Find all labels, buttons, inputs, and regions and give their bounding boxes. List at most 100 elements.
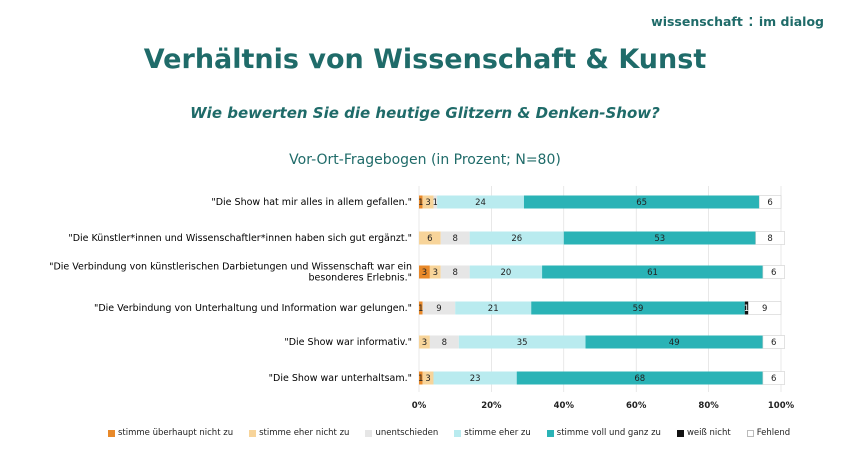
- bar-segment: [523, 195, 760, 209]
- bar-segment: [419, 335, 430, 349]
- data-label: 1: [418, 198, 423, 208]
- bar-segment: [755, 231, 785, 245]
- data-label: 49: [669, 338, 680, 348]
- data-label: 53: [654, 234, 665, 244]
- legend-swatch: [365, 429, 373, 437]
- data-label: 1: [418, 304, 423, 314]
- legend-item: unentschieden: [365, 428, 438, 438]
- x-tick-label: 80%: [698, 401, 719, 411]
- legend-item: stimme eher nicht zu: [249, 428, 349, 438]
- data-label: 1: [418, 374, 423, 384]
- bar-segment: [469, 231, 564, 245]
- legend-swatch: [676, 429, 684, 437]
- x-tick-label: 60%: [626, 401, 647, 411]
- data-label: 65: [636, 198, 647, 208]
- bar-segment: [563, 231, 756, 245]
- data-label: 23: [470, 374, 481, 384]
- data-label: 3: [425, 198, 430, 208]
- bar-segment: [429, 335, 459, 349]
- legend-swatch: [546, 429, 554, 437]
- brand-left: wissenschaft: [651, 14, 743, 29]
- bar-segment: [440, 265, 470, 279]
- legend-swatch: [454, 429, 462, 437]
- bar-segment: [758, 195, 782, 209]
- bar-segment: [440, 231, 470, 245]
- bar-segment: [744, 301, 749, 315]
- bar-segment: [762, 371, 785, 385]
- data-label: 8: [452, 268, 457, 278]
- data-label: 3: [433, 268, 438, 278]
- bar-segment: [542, 265, 763, 279]
- legend-item: stimme eher zu: [454, 428, 531, 438]
- legend-label: unentschieden: [375, 428, 439, 438]
- brand-right: im dialog: [758, 14, 824, 29]
- data-label: 61: [647, 268, 658, 278]
- bar-segment: [429, 265, 441, 279]
- bar-segment: [419, 371, 423, 385]
- chart-legend: stimme überhaupt nicht zu stimme eher nic…: [108, 428, 806, 438]
- x-tick-label: 100%: [768, 401, 795, 411]
- data-label: 8: [767, 234, 772, 244]
- data-label: 6: [767, 198, 772, 208]
- bar-segment: [419, 231, 441, 245]
- data-label: 68: [634, 374, 645, 384]
- bar-segment: [469, 265, 543, 279]
- legend-label: weiß nicht: [686, 428, 731, 438]
- legend-swatch: [746, 429, 754, 437]
- bar-segment: [585, 335, 763, 349]
- legend-item: stimme voll und ganz zu: [546, 428, 661, 438]
- bar-segment: [433, 371, 517, 385]
- data-label: 24: [475, 198, 486, 208]
- bar-segment: [762, 335, 785, 349]
- x-tick-label: 0%: [412, 401, 427, 411]
- data-label: 21: [488, 304, 499, 314]
- data-label: 6: [427, 234, 432, 244]
- legend-item: Fehlend: [746, 428, 791, 438]
- data-label: 3: [422, 338, 427, 348]
- legend-swatch: [108, 429, 115, 437]
- legend-swatch: [249, 429, 257, 437]
- legend-label: stimme voll und ganz zu: [556, 428, 661, 438]
- data-label: 1: [744, 304, 749, 314]
- bar-segment: [422, 195, 434, 209]
- data-label: 35: [517, 338, 528, 348]
- category-label: "Die Künstler*innen und Wissenschaftler*…: [68, 233, 412, 244]
- data-label: 8: [452, 234, 457, 244]
- data-label: 9: [436, 304, 441, 314]
- category-label: "Die Show hat mir alles in allem gefalle…: [211, 197, 412, 208]
- legend-label: stimme eher nicht zu: [259, 428, 350, 438]
- data-label: 9: [762, 304, 767, 314]
- data-label: 3: [422, 268, 427, 278]
- legend-item: stimme überhaupt nicht zu: [108, 428, 233, 438]
- category-label: "Die Show war unterhaltsam.": [269, 373, 412, 384]
- bar-segment: [437, 195, 524, 209]
- data-label: 20: [500, 268, 511, 278]
- page-subtitle: Wie bewerten Sie die heutige Glitzern & …: [190, 104, 660, 122]
- bar-segment: [422, 371, 434, 385]
- bar-segment: [531, 301, 745, 315]
- data-label: 59: [633, 304, 644, 314]
- data-label: 6: [771, 268, 776, 278]
- bar-segment: [419, 195, 423, 209]
- brand-dots-icon: ⁚: [748, 14, 754, 29]
- chart-title: Vor-Ort-Fragebogen (in Prozent; N=80): [289, 152, 561, 168]
- x-tick-label: 40%: [554, 401, 575, 411]
- category-label: "Die Verbindung von künstlerischen Darbi…: [49, 262, 412, 284]
- brand-logo: wissenschaft ⁚ im dialog: [651, 14, 824, 29]
- x-tick-label: 20%: [481, 401, 502, 411]
- bar-segment: [419, 265, 430, 279]
- legend-label: stimme überhaupt nicht zu: [118, 428, 234, 438]
- bar-segment: [455, 301, 532, 315]
- data-label: 8: [442, 338, 447, 348]
- category-label: "Die Show war informativ.": [284, 337, 412, 348]
- bar-segment: [419, 301, 423, 315]
- legend-label: Fehlend: [756, 428, 791, 438]
- bar-segment: [422, 301, 456, 315]
- legend-item: weiß nicht: [676, 428, 731, 438]
- bar-segment: [433, 195, 438, 209]
- data-label: 26: [511, 234, 522, 244]
- legend-label: stimme eher zu: [464, 428, 531, 438]
- stacked-bar-chart: 0% 20% 40% 60% 80% 100% "Die Show hat mir alle…: [49, 186, 795, 411]
- page-title: Verhältnis von Wissenschaft & Kunst: [143, 44, 707, 75]
- bar-segment: [458, 335, 586, 349]
